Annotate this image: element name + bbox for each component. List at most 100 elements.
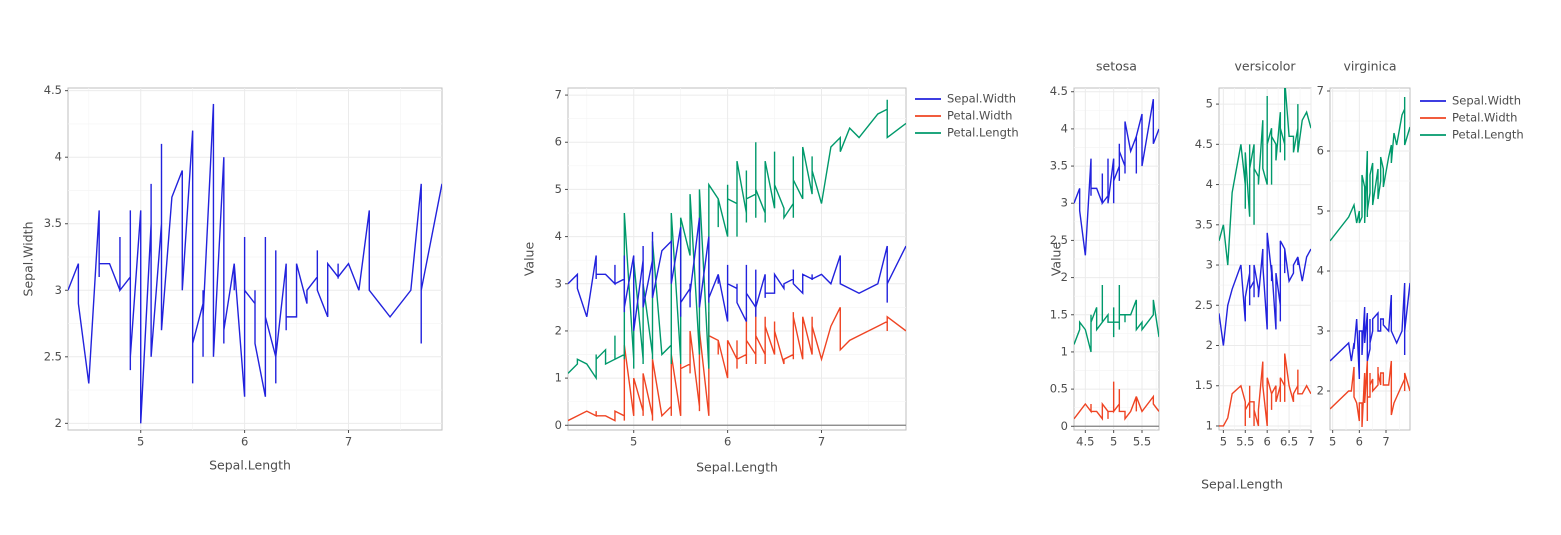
figure-right-canvas: setosa 0 0.5 1 1.5 2 2.5 3 3.5 4 4.5 4.5 5 5.5 versico… — [1049, 59, 1524, 492]
figure-right: setosa 0 0.5 1 1.5 2 2.5 3 3.5 4 4.5 4.5 5 5.5 versico… — [1030, 0, 1561, 535]
series-line-sepal-width — [68, 103, 442, 424]
legend-item[interactable]: Petal.Width — [1420, 111, 1517, 125]
x-tick-label: 5.5 — [1133, 435, 1151, 449]
series-line-petal-length — [1330, 97, 1410, 242]
y-tick-label: 1 — [555, 371, 562, 385]
series-line-petal-length — [1074, 285, 1159, 353]
series-line-sepal-width — [1219, 232, 1311, 346]
y-tick-label: 4 — [1061, 121, 1068, 135]
legend-label: Sepal.Width — [947, 92, 1016, 106]
y-tick-label: 2.5 — [44, 349, 62, 363]
x-axis-title: Sepal.Length — [696, 460, 778, 475]
y-tick-label: 0 — [555, 418, 562, 432]
x-tick-label: 5 — [1329, 435, 1336, 449]
facet-panel-setosa: 0 0.5 1 1.5 2 2.5 3 3.5 4 4.5 4.5 5 5.5 — [1050, 84, 1160, 449]
legend-label: Petal.Length — [1452, 128, 1524, 142]
y-tick-label: 0 — [1061, 419, 1068, 433]
facet-title-setosa: setosa — [1096, 59, 1137, 74]
left-plot-panel: 2 2.5 3 3.5 4 4.5 5 6 7 — [44, 83, 443, 449]
legend-label: Petal.Length — [947, 126, 1019, 140]
x-tick-label: 6 — [1264, 435, 1271, 449]
facet-title-versicolor: versicolor — [1235, 59, 1297, 74]
y-tick-label: 4 — [55, 150, 62, 164]
y-tick-label: 1 — [1061, 344, 1068, 358]
legend-label: Petal.Width — [947, 109, 1012, 123]
y-tick-label: 4.5 — [1195, 137, 1213, 151]
y-tick-label: 1.5 — [1050, 307, 1068, 321]
y-tick-label: 3 — [1206, 258, 1213, 272]
y-tick-label: 2 — [1206, 338, 1213, 352]
facet-title-virginica: virginica — [1343, 59, 1396, 74]
series-line-sepal-width — [568, 217, 906, 332]
middle-legend: Sepal.Width Petal.Width Petal.Length — [915, 92, 1019, 140]
x-tick-label: 6 — [1356, 435, 1363, 449]
x-tick-label: 7 — [818, 435, 825, 449]
panel-background — [567, 87, 907, 431]
y-tick-label: 3.5 — [1050, 159, 1068, 173]
legend-item[interactable]: Sepal.Width — [1420, 94, 1521, 108]
legend-item[interactable]: Petal.Width — [915, 109, 1012, 123]
series-line-sepal-width — [1330, 282, 1410, 380]
y-tick-label: 3 — [1317, 324, 1324, 338]
y-tick-label: 1 — [1206, 418, 1213, 432]
x-axis-title: Sepal.Length — [1201, 477, 1283, 492]
y-tick-label: 3 — [1061, 196, 1068, 210]
panel-background — [67, 87, 443, 431]
x-tick-label: 7 — [1307, 435, 1314, 449]
y-tick-label: 5 — [555, 182, 562, 196]
series-line-petal-width — [568, 307, 906, 422]
y-tick-label: 2.5 — [1195, 298, 1213, 312]
y-tick-label: 4.5 — [44, 83, 62, 97]
x-tick-label: 5 — [1110, 435, 1117, 449]
y-tick-label: 3.5 — [44, 216, 62, 230]
y-tick-label: 4 — [1206, 177, 1213, 191]
legend-item[interactable]: Petal.Length — [915, 126, 1019, 140]
right-legend: Sepal.Width Petal.Width Petal.Length — [1420, 94, 1524, 142]
y-axis-title: Sepal.Width — [21, 222, 36, 297]
series-line-petal-length — [568, 99, 906, 381]
series-line-petal-width — [1074, 381, 1159, 421]
x-tick-label: 5 — [630, 435, 637, 449]
series-line-petal-width — [1219, 353, 1311, 427]
y-tick-label: 4.5 — [1050, 84, 1068, 98]
x-tick-label: 6 — [724, 435, 731, 449]
facet-panel-versicolor: 1 1.5 2 2.5 3 3.5 4 4.5 5 5 5.5 6 6.5 7 — [1195, 87, 1315, 449]
y-tick-label: 3 — [55, 283, 62, 297]
legend-label: Petal.Width — [1452, 111, 1517, 125]
x-tick-label: 5 — [137, 435, 144, 449]
y-tick-label: 2 — [555, 323, 562, 337]
y-tick-label: 2 — [1317, 384, 1324, 398]
y-axis-title: Value — [522, 242, 537, 277]
y-tick-label: 4 — [555, 229, 562, 243]
figure-middle: 0 1 2 3 4 5 6 7 5 6 7 Sepal.Length Value Sepal.Width P… — [500, 0, 1030, 535]
figure-left-canvas: 2 2.5 3 3.5 4 4.5 5 6 7 Sepal.Length Sepal.Width — [21, 83, 443, 473]
y-tick-label: 7 — [555, 88, 562, 102]
y-tick-label: 6 — [1317, 144, 1324, 158]
x-tick-label: 6.5 — [1280, 435, 1298, 449]
figure-middle-canvas: 0 1 2 3 4 5 6 7 5 6 7 Sepal.Length Value Sepal.Width P… — [522, 87, 1019, 475]
series-line-sepal-width — [1074, 99, 1159, 256]
y-tick-label: 1.5 — [1195, 378, 1213, 392]
middle-plot-panel: 0 1 2 3 4 5 6 7 5 6 7 — [555, 87, 907, 449]
y-tick-label: 2.5 — [1050, 233, 1068, 247]
y-tick-label: 4 — [1317, 264, 1324, 278]
facet-panel-virginica: 2 3 4 5 6 7 5 6 7 — [1317, 84, 1411, 449]
y-tick-label: 3.5 — [1195, 217, 1213, 231]
y-tick-label: 0.5 — [1050, 382, 1068, 396]
x-tick-label: 6 — [241, 435, 248, 449]
y-tick-label: 5 — [1206, 97, 1213, 111]
y-tick-label: 6 — [555, 135, 562, 149]
y-tick-label: 7 — [1317, 84, 1324, 98]
y-tick-label: 2 — [55, 416, 62, 430]
y-tick-label: 2 — [1061, 270, 1068, 284]
x-axis-title: Sepal.Length — [209, 458, 291, 473]
x-tick-label: 7 — [345, 435, 352, 449]
figure-left: 2 2.5 3 3.5 4 4.5 5 6 7 Sepal.Length Sepal.Width — [0, 0, 500, 535]
x-tick-label: 5 — [1220, 435, 1227, 449]
y-tick-label: 5 — [1317, 204, 1324, 218]
y-axis-title: Value — [1049, 242, 1064, 277]
x-tick-label: 5.5 — [1236, 435, 1254, 449]
legend-item[interactable]: Petal.Length — [1420, 128, 1524, 142]
x-tick-label: 7 — [1382, 435, 1389, 449]
legend-item[interactable]: Sepal.Width — [915, 92, 1016, 106]
